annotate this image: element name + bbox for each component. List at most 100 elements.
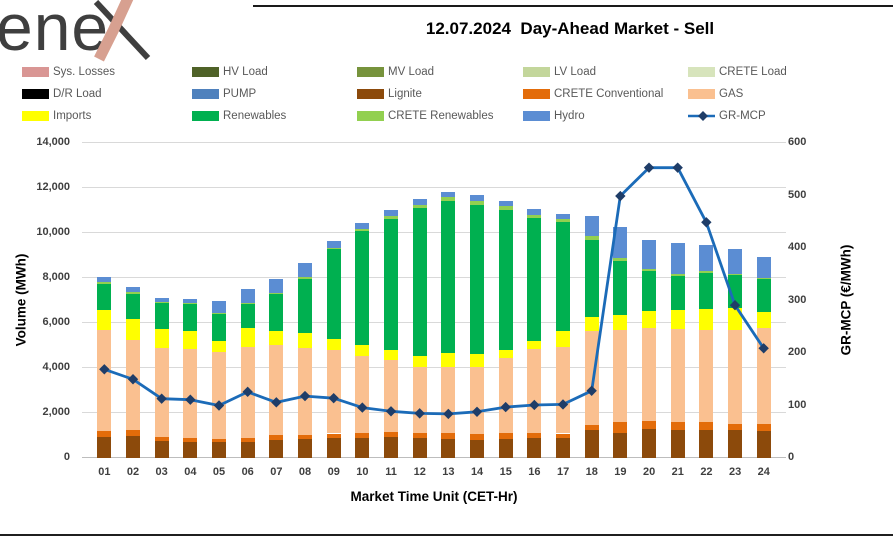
- bar-segment-renewables: [642, 271, 657, 311]
- bar-column-09: [319, 143, 348, 458]
- bar-segment-hydro: [412, 199, 427, 205]
- bar-segment-crete-renewables: [212, 312, 227, 314]
- bar-segment-crete-renewables: [728, 273, 743, 276]
- bar-column-02: [119, 143, 148, 458]
- x-tick-label: 07: [270, 466, 283, 478]
- bar-segment-crete-conventional: [183, 438, 198, 442]
- mcp-marker: [385, 406, 397, 417]
- legend-item-mv-load: MV Load: [357, 64, 523, 79]
- bar-segment-gas: [441, 367, 456, 434]
- bar-segment-crete-conventional: [642, 421, 657, 429]
- x-tick-label: 09: [327, 466, 340, 478]
- gridline: [82, 367, 786, 368]
- x-tick-label: 12: [413, 466, 426, 478]
- x-tick-label: 24: [757, 466, 770, 478]
- legend-item-pump: PUMP: [192, 86, 357, 101]
- bar-segment-lignite: [326, 438, 341, 458]
- bar-segment-lignite: [613, 432, 628, 458]
- x-tick-label: 02: [126, 466, 140, 478]
- mcp-marker: [299, 390, 311, 402]
- bar-segment-crete-renewables: [355, 229, 370, 232]
- y-tick-label: 14,000: [36, 136, 70, 148]
- bar-segment-lignite: [355, 437, 370, 458]
- legend-swatch: [22, 110, 49, 121]
- bar-segment-gas: [498, 357, 513, 434]
- bar-segment-imports: [212, 340, 227, 353]
- x-tick-label: 06: [241, 466, 254, 478]
- bar-segment-lignite: [728, 429, 743, 458]
- enex-logo-x-stroke: [93, 0, 151, 61]
- bar-segment-renewables: [126, 293, 140, 320]
- bar-segment-hydro: [527, 209, 542, 215]
- legend-item-imports: Imports: [22, 108, 192, 123]
- bar-segment-crete-renewables: [613, 257, 628, 262]
- bar-segment-gas: [126, 340, 140, 431]
- bar-segment-gas: [470, 367, 485, 434]
- legend-item-crete-conventional: CRETE Conventional: [523, 86, 688, 101]
- bar-column-17: [549, 143, 578, 458]
- x-tick-label: 23: [728, 466, 742, 478]
- bar-segment-hydro: [126, 287, 140, 292]
- mcp-marker: [557, 399, 569, 410]
- mcp-marker: [357, 402, 368, 413]
- y-tick-label: 4,000: [42, 361, 70, 373]
- bar-segment-gas: [728, 330, 743, 424]
- legend-swatch: [523, 110, 550, 121]
- bar-segment-imports: [298, 333, 313, 348]
- bar-segment-crete-conventional: [412, 432, 427, 439]
- legend-label: GAS: [719, 87, 744, 100]
- legend-item-gas: GAS: [688, 86, 884, 101]
- bar-segment-hydro: [97, 277, 112, 283]
- bar-column-12: [405, 143, 434, 458]
- legend-label: CRETE Conventional: [554, 87, 664, 100]
- bar-segment-hydro: [355, 223, 370, 230]
- gridline: [82, 232, 786, 233]
- mcp-marker: [156, 393, 167, 404]
- bar-segment-imports: [384, 350, 399, 360]
- bar-segment-imports: [527, 340, 542, 349]
- mcp-marker: [729, 300, 741, 311]
- mcp-marker: [758, 343, 769, 354]
- bar-segment-crete-renewables: [470, 200, 485, 205]
- bar-segment-crete-conventional: [756, 424, 771, 431]
- bar-segment-lignite: [212, 442, 227, 458]
- bar-segment-hydro: [269, 279, 284, 293]
- bar-segment-crete-conventional: [212, 439, 227, 443]
- right-tick-label: 500: [788, 188, 807, 201]
- mcp-axis-title: GR-MCP (€/MWh): [838, 244, 854, 356]
- bar-segment-lignite: [642, 428, 657, 458]
- legend-swatch: [688, 88, 715, 99]
- bar-segment-hydro: [183, 299, 198, 303]
- x-tick-label: 19: [614, 466, 627, 478]
- gridline: [82, 322, 786, 323]
- legend-label: MV Load: [388, 65, 435, 78]
- bar-column-23: [721, 143, 750, 458]
- bar-segment-crete-renewables: [384, 215, 399, 220]
- y-tick-label: 6,000: [42, 316, 70, 328]
- bar-segment-crete-conventional: [498, 433, 513, 440]
- x-tick-label: 13: [442, 466, 455, 478]
- plot-area: [82, 142, 786, 458]
- legend-item-lv-load: LV Load: [523, 64, 688, 79]
- legend-swatch: [357, 110, 384, 121]
- bar-column-08: [291, 143, 320, 458]
- bar-segment-renewables: [756, 279, 771, 312]
- x-tick-label: 22: [700, 466, 713, 478]
- bar-segment-crete-conventional: [527, 432, 542, 439]
- bar-segment-crete-conventional: [613, 421, 628, 433]
- bar-segment-crete-conventional: [154, 436, 169, 441]
- bar-column-07: [262, 143, 291, 458]
- bar-segment-renewables: [498, 209, 513, 350]
- right-tick-label: 200: [788, 346, 807, 358]
- bar-segment-renewables: [212, 313, 227, 341]
- bar-segment-imports: [441, 353, 456, 368]
- bar-segment-imports: [728, 308, 743, 331]
- bar-segment-gas: [384, 359, 399, 432]
- bar-segment-imports: [470, 353, 485, 368]
- legend-swatch: [523, 88, 550, 99]
- legend-label: HV Load: [223, 65, 268, 78]
- bar-segment-crete-renewables: [183, 302, 198, 305]
- bar-column-16: [520, 143, 549, 458]
- y-tick-label: 0: [63, 451, 70, 463]
- bar-segment-gas: [556, 346, 571, 434]
